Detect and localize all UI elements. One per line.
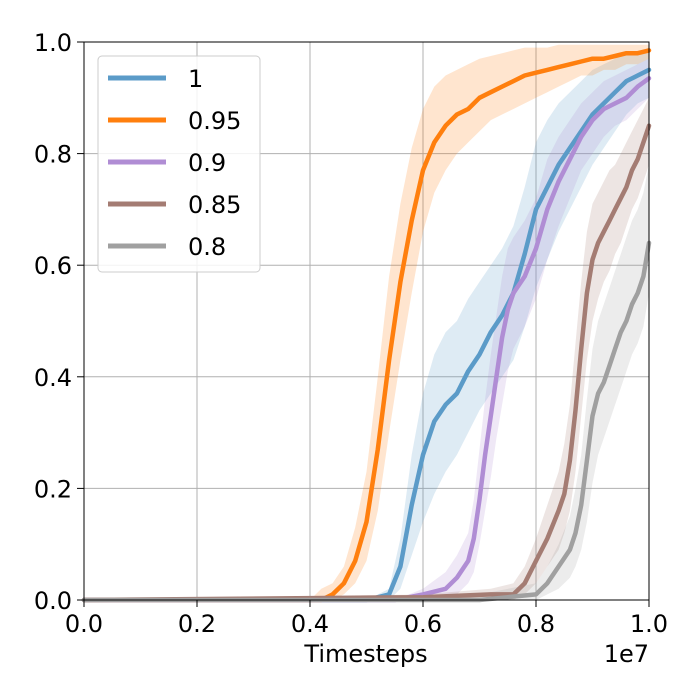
line-series-2 [81,76,652,603]
y-tick-label: 0.8 [34,141,72,169]
axis-ticks [77,41,650,607]
tick-labels: 0.0 0.2 0.4 0.6 0.8 1.0 0.0 0.2 0.4 0.6 0.8 1.0 [34,29,668,638]
band-series-0 [84,47,649,601]
legend-label: 0.85 [188,191,241,219]
legend-label: 0.95 [188,107,241,135]
line-series-1 [81,48,652,603]
y-tick-label: 0.0 [34,587,72,615]
x-tick-label: 0.0 [65,610,103,638]
band-series-1 [84,44,649,601]
plot-frame [83,41,650,601]
y-tick-label: 1.0 [34,29,72,57]
x-axis-offset-label: 1e7 [604,640,649,668]
x-tick-label: 0.8 [517,610,555,638]
x-tick-label: 0.2 [178,610,216,638]
x-tick-label: 0.4 [291,610,329,638]
line-series-4 [81,240,652,603]
y-tick-label: 0.6 [34,252,72,280]
series-lines [81,48,652,603]
x-axis-label: Timesteps [303,640,427,668]
line-series-3 [81,123,652,603]
x-tick-label: 1.0 [630,610,668,638]
legend-label: 1 [188,65,203,93]
legend-label: 0.9 [188,149,226,177]
x-tick-label: 0.6 [404,610,442,638]
y-tick-label: 0.4 [34,364,72,392]
legend-label: 0.8 [188,233,226,261]
y-tick-label: 0.2 [34,475,72,503]
legend-box [97,55,261,273]
legend: 1 0.95 0.9 0.85 0.8 [97,55,261,273]
